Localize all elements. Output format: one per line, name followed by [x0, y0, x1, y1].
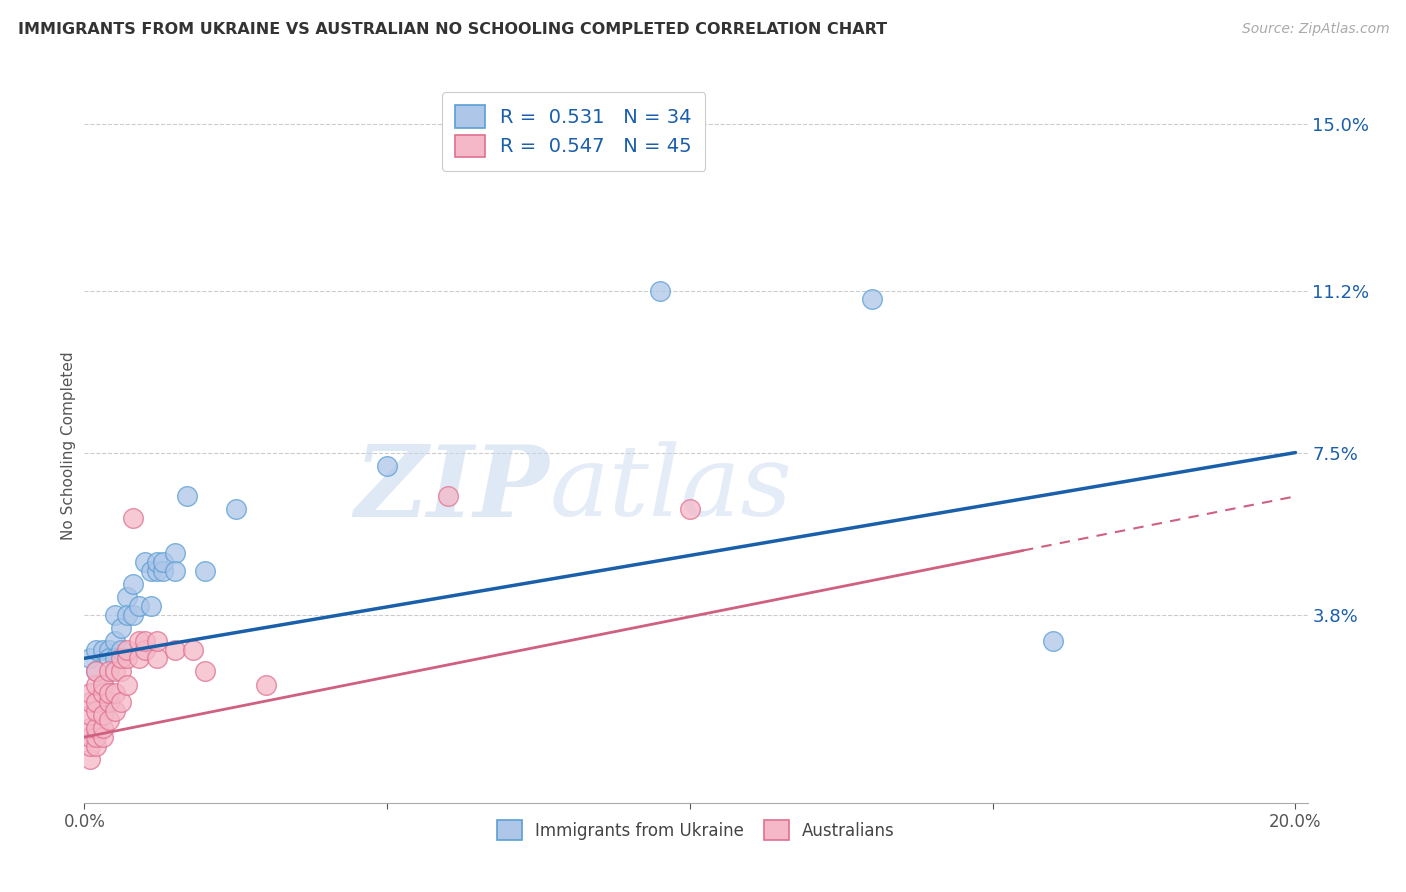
- Point: [152, 564, 174, 578]
- Point: [165, 546, 187, 560]
- Point: [115, 590, 138, 604]
- Point: [165, 642, 187, 657]
- Point: [97, 686, 120, 700]
- Point: [79, 708, 101, 723]
- Point: [375, 458, 398, 473]
- Point: [1042, 633, 1064, 648]
- Point: [436, 489, 458, 503]
- Point: [86, 739, 108, 753]
- Point: [115, 651, 138, 665]
- Point: [121, 607, 143, 622]
- Point: [104, 665, 127, 679]
- Point: [79, 730, 101, 744]
- Point: [115, 677, 138, 691]
- Point: [97, 642, 120, 657]
- Point: [79, 651, 101, 665]
- Legend: Immigrants from Ukraine, Australians: Immigrants from Ukraine, Australians: [488, 812, 904, 848]
- Point: [121, 577, 143, 591]
- Point: [104, 607, 127, 622]
- Point: [86, 665, 108, 679]
- Point: [152, 555, 174, 569]
- Point: [91, 642, 114, 657]
- Point: [128, 599, 150, 613]
- Text: IMMIGRANTS FROM UKRAINE VS AUSTRALIAN NO SCHOOLING COMPLETED CORRELATION CHART: IMMIGRANTS FROM UKRAINE VS AUSTRALIAN NO…: [18, 22, 887, 37]
- Point: [79, 695, 101, 709]
- Point: [134, 642, 156, 657]
- Point: [86, 704, 108, 718]
- Point: [79, 686, 101, 700]
- Point: [146, 651, 169, 665]
- Text: Source: ZipAtlas.com: Source: ZipAtlas.com: [1241, 22, 1389, 37]
- Point: [115, 607, 138, 622]
- Point: [183, 642, 205, 657]
- Point: [110, 621, 132, 635]
- Point: [86, 730, 108, 744]
- Point: [97, 695, 120, 709]
- Text: ZIP: ZIP: [354, 441, 550, 537]
- Y-axis label: No Schooling Completed: No Schooling Completed: [60, 351, 76, 541]
- Point: [115, 642, 138, 657]
- Point: [194, 564, 217, 578]
- Point: [134, 633, 156, 648]
- Point: [110, 651, 132, 665]
- Point: [165, 564, 187, 578]
- Point: [91, 686, 114, 700]
- Point: [860, 293, 883, 307]
- Point: [121, 511, 143, 525]
- Point: [91, 730, 114, 744]
- Point: [86, 642, 108, 657]
- Point: [104, 704, 127, 718]
- Point: [91, 722, 114, 736]
- Point: [176, 489, 198, 503]
- Point: [128, 651, 150, 665]
- Point: [146, 633, 169, 648]
- Point: [86, 722, 108, 736]
- Point: [110, 642, 132, 657]
- Point: [194, 665, 217, 679]
- Point: [97, 695, 120, 709]
- Point: [91, 677, 114, 691]
- Point: [86, 677, 108, 691]
- Point: [139, 564, 162, 578]
- Point: [86, 665, 108, 679]
- Point: [104, 686, 127, 700]
- Point: [86, 695, 108, 709]
- Point: [648, 284, 671, 298]
- Point: [79, 722, 101, 736]
- Point: [134, 555, 156, 569]
- Point: [146, 555, 169, 569]
- Point: [128, 633, 150, 648]
- Point: [110, 695, 132, 709]
- Point: [97, 713, 120, 727]
- Point: [254, 677, 277, 691]
- Point: [97, 651, 120, 665]
- Text: atlas: atlas: [550, 442, 792, 536]
- Point: [97, 665, 120, 679]
- Point: [679, 502, 702, 516]
- Point: [79, 739, 101, 753]
- Point: [139, 599, 162, 613]
- Point: [146, 564, 169, 578]
- Point: [104, 633, 127, 648]
- Point: [225, 502, 247, 516]
- Point: [110, 665, 132, 679]
- Point: [91, 708, 114, 723]
- Point: [79, 752, 101, 766]
- Point: [91, 677, 114, 691]
- Point: [104, 651, 127, 665]
